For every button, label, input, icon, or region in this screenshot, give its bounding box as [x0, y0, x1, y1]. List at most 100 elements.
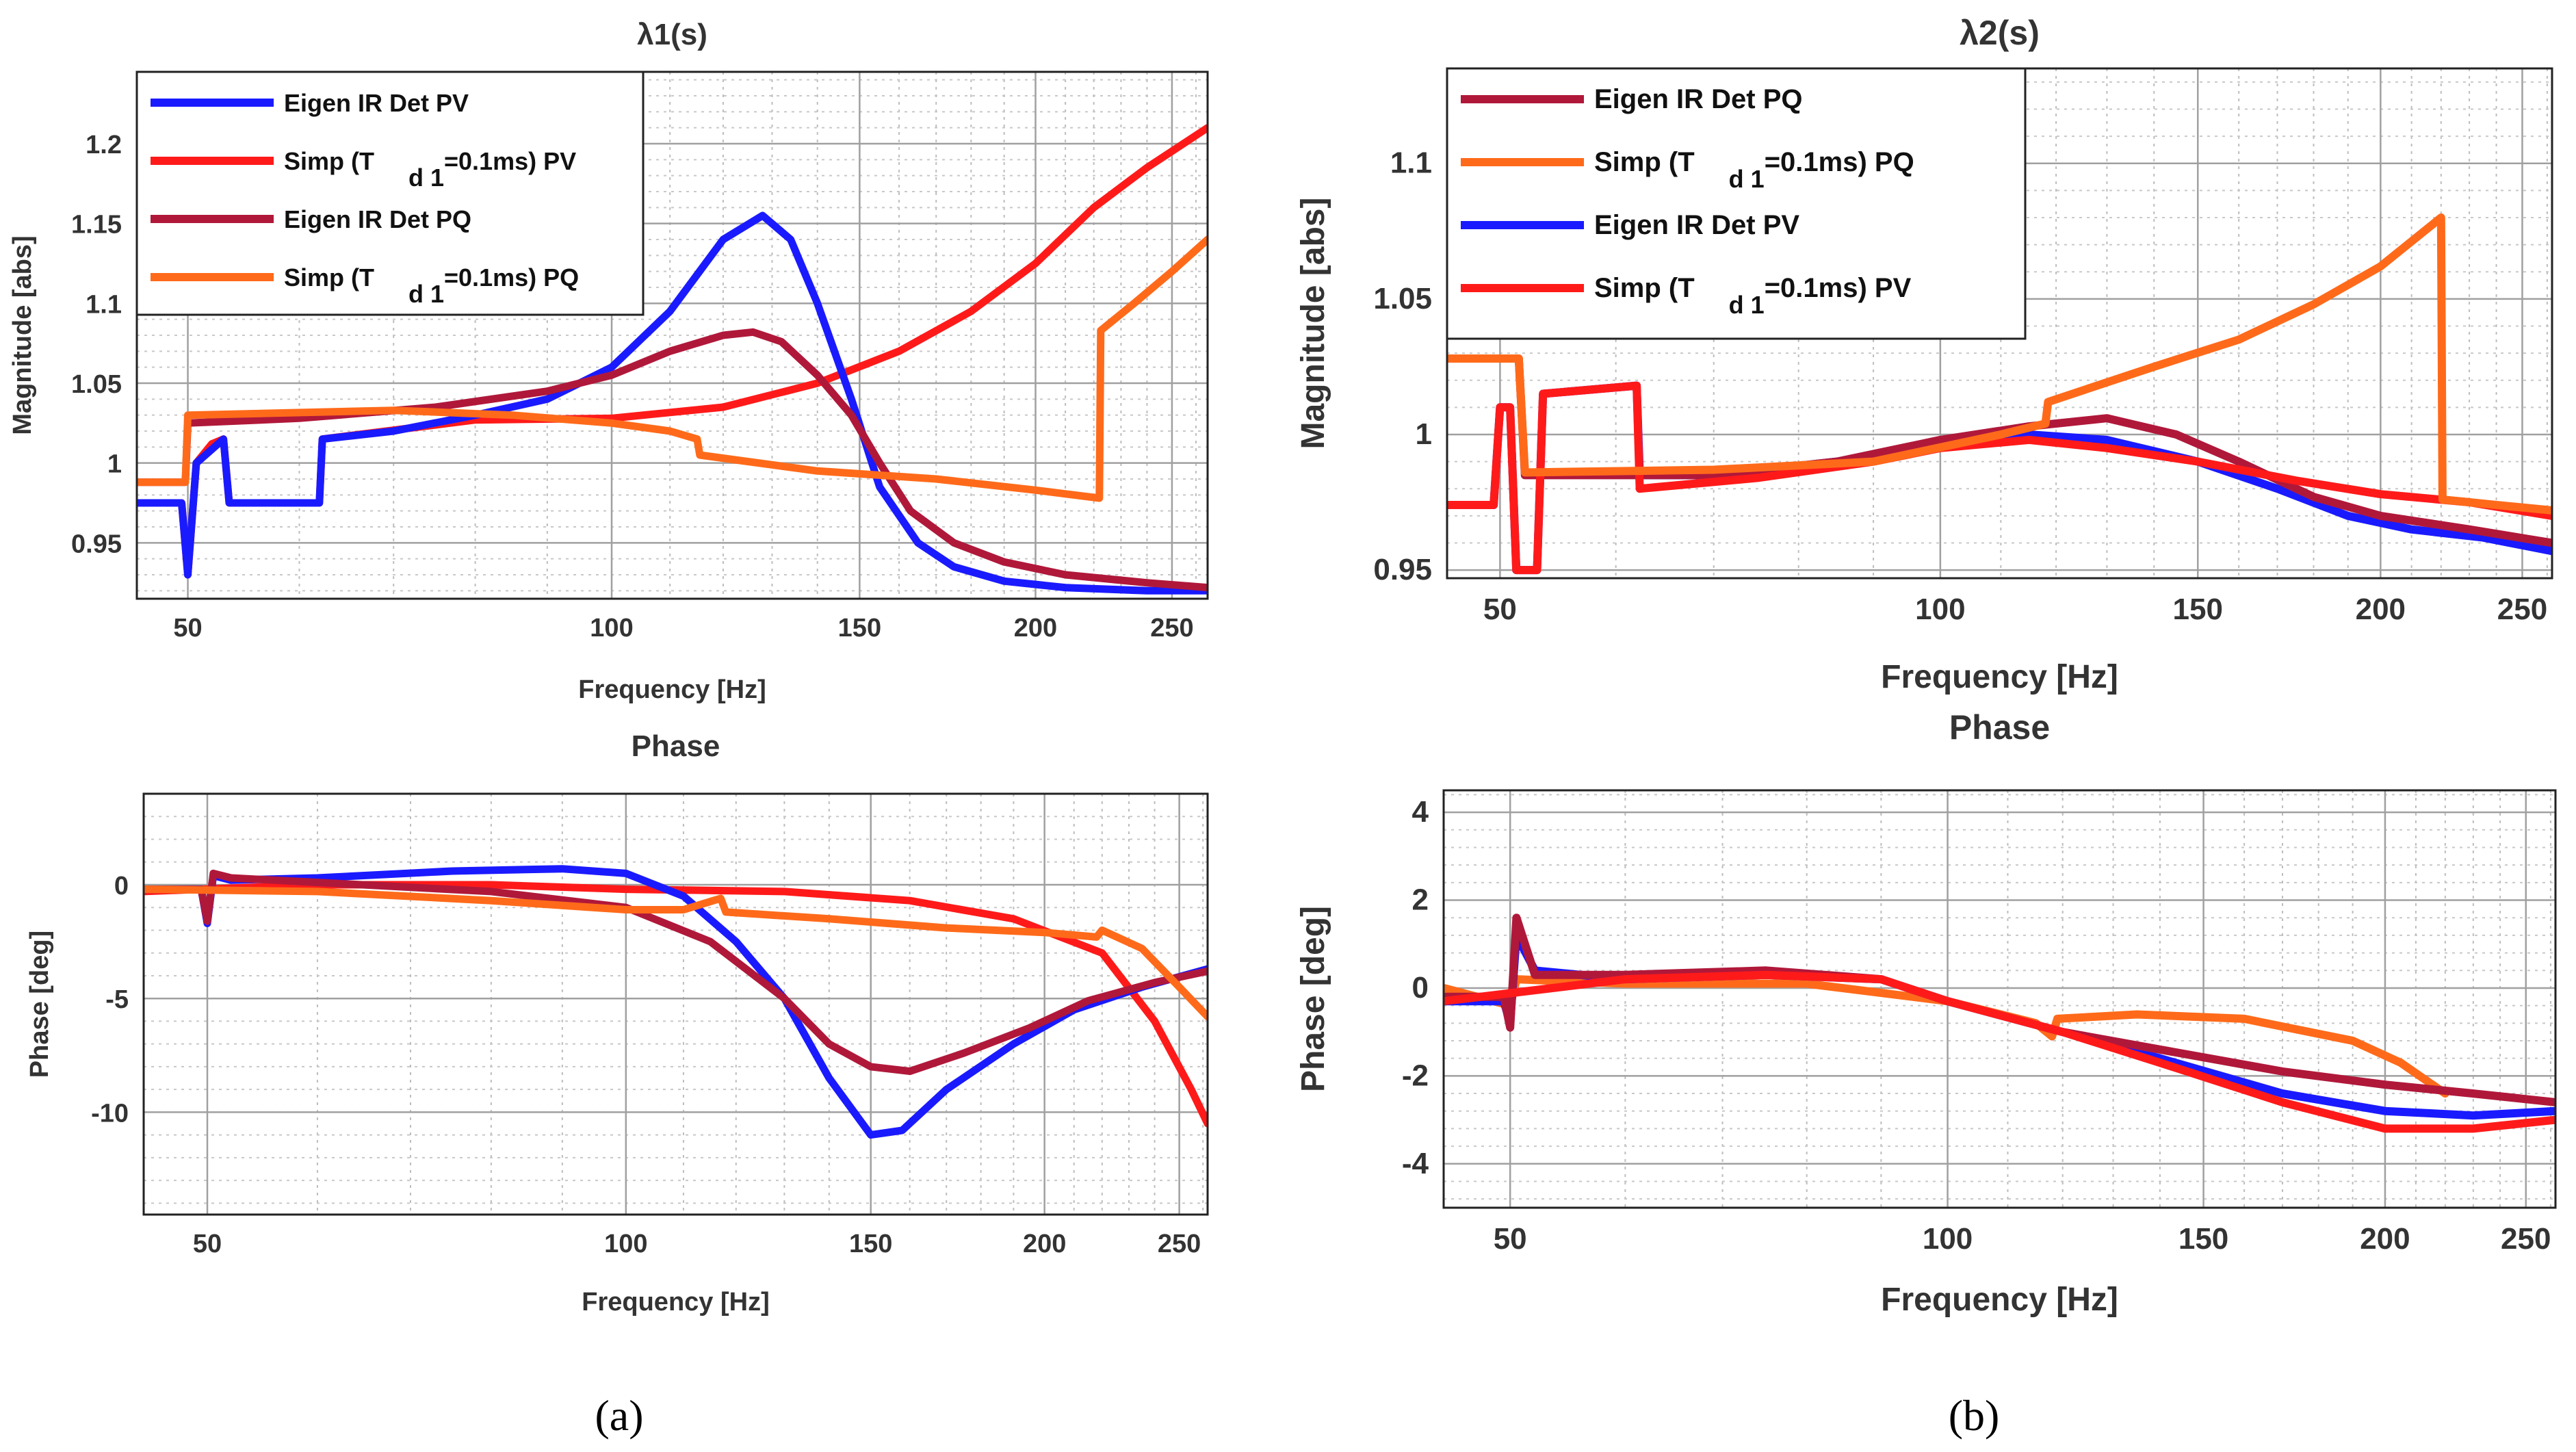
panel-label-a-text: (a) [595, 1391, 643, 1440]
x-tick-label: 250 [1150, 614, 1193, 643]
series-group [1444, 913, 2555, 1133]
x-tick-label: 50 [193, 1230, 222, 1258]
x-tick-label: 250 [2501, 1222, 2551, 1256]
y-tick-label: 0.95 [71, 530, 122, 558]
x-tick-label: 150 [2178, 1222, 2228, 1256]
chart-title: Phase [1949, 708, 2050, 747]
plot-frame [1442, 789, 2557, 1209]
x-axis-label: Frequency [Hz] [582, 1288, 769, 1317]
legend-entry-label: Eigen IR Det PQ [284, 205, 471, 233]
legend-box [135, 70, 645, 316]
y-tick-label: 1.1 [1390, 146, 1432, 180]
series-group [144, 865, 1208, 1139]
y-tick-label: 1.2 [86, 131, 122, 159]
legend-label-text: Eigen IR Det PV [1594, 210, 1799, 240]
plot-frame [135, 70, 1209, 600]
y-axis-label: Magnitude [abs] [1295, 198, 1331, 450]
series-line-eigen-pq [144, 869, 1208, 1076]
minor-gridlines [137, 72, 1208, 599]
legend-suffix: =0.1ms) PV [1765, 273, 1912, 303]
x-tick-label: 100 [1915, 593, 1965, 626]
x-tick-label: 50 [173, 614, 202, 643]
x-tick-label: 150 [849, 1230, 892, 1258]
y-tick-label: 0 [1412, 971, 1429, 1004]
x-axis-label: Frequency [Hz] [578, 675, 766, 704]
y-tick-label: -4 [1402, 1147, 1429, 1180]
panel-label-b: (b) [1949, 1391, 2000, 1440]
panel-label-a: (a) [595, 1391, 643, 1440]
x-axis-label: Frequency [Hz] [1881, 1282, 2118, 1318]
chart-lambda2-magnitude: 50 100 150 200 250 0.95 1 1.05 1.1 λ2(s) Frequency… [1295, 14, 2553, 695]
minor-gridlines [144, 793, 1208, 1215]
legend-suffix: =0.1ms) PQ [444, 263, 579, 291]
y-tick-label: 2 [1412, 883, 1429, 917]
legend-subscript: d 1 [408, 280, 444, 308]
y-tick-label: 1 [107, 450, 122, 479]
y-tick-label: -10 [91, 1099, 129, 1128]
y-axis-label: Magnitude [abs] [8, 235, 37, 435]
y-tick-label: 0.95 [1373, 553, 1432, 586]
legend-entry-label: Eigen IR Det PV [284, 89, 469, 117]
x-tick-label: 50 [1483, 593, 1517, 626]
series-line-simp-pq [1447, 213, 2552, 515]
major-gridlines [1444, 790, 2555, 1208]
legend-label-text: Simp (T [1594, 147, 1695, 177]
legend-label-text: Eigen IR Det PQ [284, 205, 471, 233]
y-axis-label: Phase [deg] [25, 931, 54, 1078]
plot-area [1444, 790, 2555, 1208]
series-line-simp-pq [137, 235, 1208, 502]
series-line-simp-pv [1447, 381, 2552, 575]
legend-subscript: d 1 [408, 164, 444, 192]
legend-label-text: Simp (T [284, 263, 374, 291]
y-tick-label: -2 [1402, 1059, 1429, 1092]
legend-entry-label: Simp (T d 1=0.1ms) PQ [284, 263, 579, 308]
y-tick-label: -5 [105, 985, 129, 1014]
series-line-eigen-pv [137, 211, 1208, 595]
legend-entry-label: Simp (T d 1=0.1ms) PV [1594, 273, 1912, 319]
y-tick-label: 4 [1412, 795, 1429, 829]
x-tick-label: 100 [1923, 1222, 1973, 1256]
series-line-simp-pv [1444, 970, 2555, 1133]
legend-suffix: =0.1ms) PV [444, 147, 576, 175]
y-tick-label: 0 [114, 872, 129, 900]
x-tick-label: 250 [1158, 1230, 1201, 1258]
y-tick-label: 1.05 [71, 370, 122, 399]
series-group [137, 124, 1208, 595]
series-group [1447, 213, 2552, 575]
legend-entry-label: Simp (T d 1=0.1ms) PV [284, 147, 576, 192]
chart-lambda2-phase: 50 100 150 200 250 -4 -2 0 2 4 Phase Frequency [Hz]… [1295, 708, 2557, 1318]
y-tick-label: 1.1 [86, 290, 122, 319]
plot-area [144, 794, 1208, 1215]
x-tick-label: 150 [2173, 593, 2223, 626]
legend-suffix: =0.1ms) PQ [1765, 147, 1914, 177]
legend-box [1446, 67, 2027, 340]
y-tick-label: 1 [1416, 417, 1432, 451]
x-tick-label: 100 [604, 1230, 647, 1258]
legend-label-text: Eigen IR Det PQ [1594, 84, 1803, 114]
chart-lambda1-phase: 50 100 150 200 250 -10 -5 0 Phase Frequency [Hz] P… [25, 729, 1209, 1317]
x-tick-label: 200 [1023, 1230, 1066, 1258]
legend-entry-label: Eigen IR Det PQ [1594, 84, 1803, 114]
legend-label-text: Simp (T [284, 147, 374, 175]
legend-entry-label: Simp (T d 1=0.1ms) PQ [1594, 147, 1914, 193]
legend-label-text: Eigen IR Det PV [284, 89, 469, 117]
legend-subscript: d 1 [1729, 291, 1765, 319]
chart-lambda1-magnitude: 50 100 150 200 250 0.95 1 1.05 1.1 1.15 1.2 λ1(s) Fr… [8, 18, 1209, 704]
y-tick-label: 1.15 [71, 211, 122, 239]
x-tick-label: 200 [1014, 614, 1057, 643]
x-tick-label: 150 [838, 614, 881, 643]
x-tick-label: 50 [1494, 1222, 1527, 1256]
plot-frame [142, 792, 1209, 1216]
y-tick-label: 1.05 [1373, 282, 1432, 315]
chart-title: λ2(s) [1960, 14, 2040, 52]
legend-subscript: d 1 [1729, 165, 1765, 193]
series-line-eigen-pq [137, 328, 1208, 592]
legend-label-text: Simp (T [1594, 273, 1695, 303]
x-tick-label: 200 [2356, 593, 2406, 626]
x-tick-label: 250 [2497, 593, 2547, 626]
x-tick-label: 100 [590, 614, 633, 643]
panel-label-b-text: (b) [1949, 1391, 2000, 1440]
series-line-simp-pq [144, 885, 1208, 1021]
